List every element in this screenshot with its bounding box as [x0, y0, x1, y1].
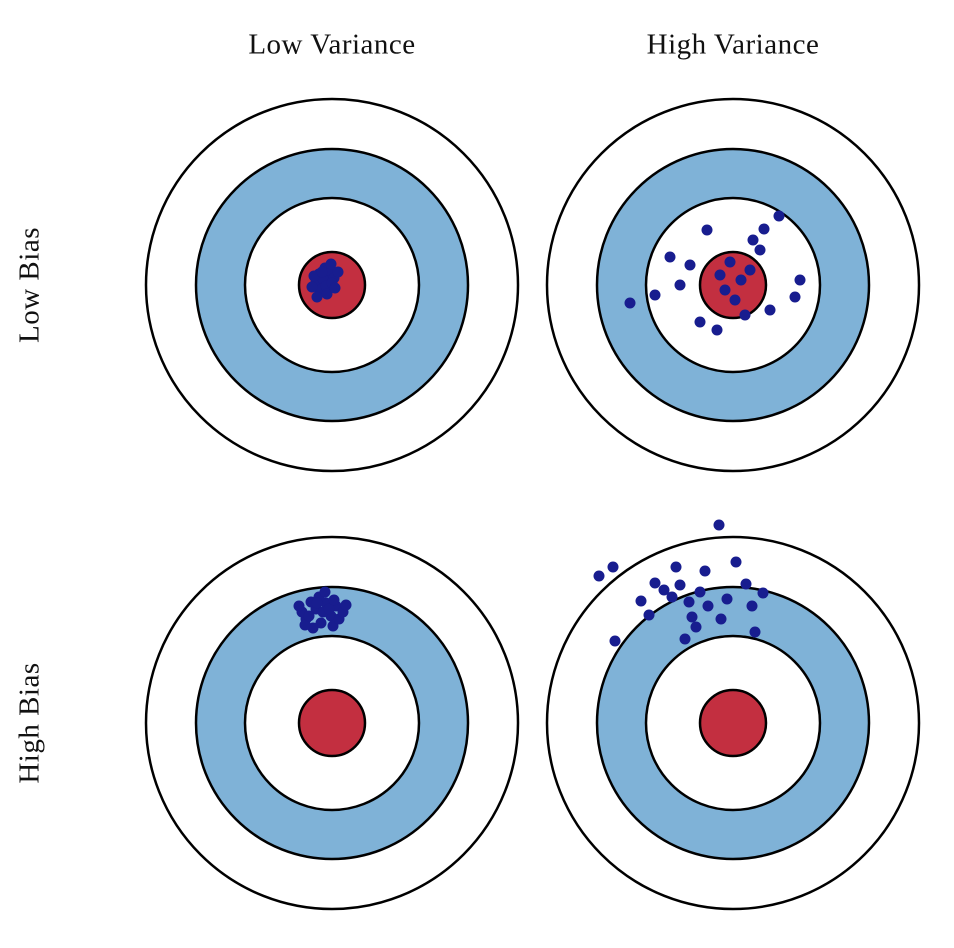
target-high-bias-high-variance — [545, 519, 921, 911]
prediction-dot — [311, 291, 323, 303]
prediction-dot — [658, 584, 670, 596]
row-label-high-bias: High Bias — [13, 662, 46, 784]
prediction-dot — [649, 577, 661, 589]
prediction-dot — [664, 251, 676, 263]
prediction-dot — [724, 256, 736, 268]
prediction-dot — [757, 587, 769, 599]
prediction-dot — [740, 578, 752, 590]
prediction-dot — [328, 594, 340, 606]
prediction-dot — [649, 289, 661, 301]
prediction-dot — [694, 316, 706, 328]
target-low-bias-low-variance — [144, 97, 520, 473]
prediction-dot — [593, 570, 605, 582]
prediction-dot — [643, 609, 655, 621]
prediction-dot — [293, 600, 305, 612]
prediction-dot — [674, 279, 686, 291]
prediction-dot — [744, 264, 756, 276]
prediction-dot — [679, 633, 691, 645]
prediction-dot — [789, 291, 801, 303]
prediction-dot — [306, 281, 318, 293]
prediction-dot — [684, 259, 696, 271]
prediction-dot — [607, 561, 619, 573]
prediction-dot — [311, 597, 323, 609]
prediction-dot — [666, 591, 678, 603]
prediction-dot — [329, 282, 341, 294]
prediction-dot — [624, 297, 636, 309]
target-ring — [297, 688, 367, 758]
prediction-dot — [754, 244, 766, 256]
prediction-dot — [635, 595, 647, 607]
row-label-low-bias: Low Bias — [13, 227, 46, 343]
prediction-dot — [303, 610, 315, 622]
prediction-dot — [323, 603, 335, 615]
prediction-dot — [299, 619, 311, 631]
prediction-dot — [773, 210, 785, 222]
prediction-dot — [332, 266, 344, 278]
prediction-dot — [714, 269, 726, 281]
prediction-dot — [319, 586, 331, 598]
prediction-dot — [686, 611, 698, 623]
prediction-dot — [719, 284, 731, 296]
prediction-dot — [764, 304, 776, 316]
prediction-dot — [321, 288, 333, 300]
column-header-low-variance: Low Variance — [248, 28, 416, 61]
prediction-dot — [690, 621, 702, 633]
prediction-dot — [721, 593, 733, 605]
prediction-dot — [701, 224, 713, 236]
prediction-dot — [325, 258, 337, 270]
prediction-dot — [315, 617, 327, 629]
prediction-dot — [794, 274, 806, 286]
prediction-dot — [713, 519, 725, 531]
prediction-dot — [609, 635, 621, 647]
prediction-dot — [699, 565, 711, 577]
prediction-dot — [694, 586, 706, 598]
prediction-dot — [711, 324, 723, 336]
column-header-high-variance: High Variance — [646, 28, 820, 61]
prediction-dot — [746, 600, 758, 612]
prediction-dot — [747, 234, 759, 246]
prediction-dot — [749, 626, 761, 638]
prediction-dot — [758, 223, 770, 235]
target-low-bias-high-variance — [545, 97, 921, 473]
prediction-dot — [715, 613, 727, 625]
prediction-dot — [340, 599, 352, 611]
prediction-dot — [730, 556, 742, 568]
prediction-dot — [729, 294, 741, 306]
prediction-dot — [702, 600, 714, 612]
prediction-dot — [670, 561, 682, 573]
prediction-dot — [674, 579, 686, 591]
target-ring — [698, 688, 768, 758]
prediction-dot — [735, 274, 747, 286]
prediction-dot — [683, 596, 695, 608]
prediction-dot — [316, 266, 328, 278]
prediction-dot — [739, 309, 751, 321]
target-high-bias-low-variance — [144, 535, 520, 911]
